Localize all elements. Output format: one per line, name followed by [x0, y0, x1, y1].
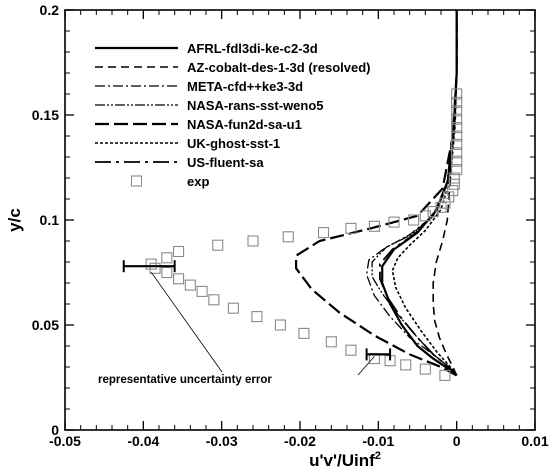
- exp-marker: [451, 96, 463, 108]
- x-tick-label: -0.05: [49, 433, 81, 449]
- y-tick-label: 0.05: [32, 317, 59, 333]
- exp-marker: [212, 239, 224, 251]
- x-tick-label: 0.01: [521, 433, 548, 449]
- exp-marker: [184, 279, 196, 291]
- exp-marker: [208, 294, 220, 306]
- exp-marker: [451, 138, 463, 150]
- series-line-5: [295, 10, 458, 377]
- exp-marker: [451, 88, 463, 100]
- exp-marker: [388, 216, 400, 228]
- annotation-group: representative uncertainty error: [98, 260, 392, 386]
- exp-marker: [317, 227, 330, 239]
- exp-marker: [274, 319, 286, 331]
- exp-marker: [247, 235, 259, 247]
- x-tick-label: -0.04: [127, 433, 159, 449]
- y-tick-label: 0.2: [40, 2, 60, 18]
- exp-marker: [447, 185, 459, 197]
- legend: AFRL-fdl3di-ke-c2-3d AZ-cobalt-des-1-3d (…: [95, 41, 370, 189]
- legend-label: NASA-rans-sst-weno5: [187, 98, 324, 113]
- y-tick-label: 0.15: [32, 107, 59, 123]
- exp-marker: [443, 191, 455, 203]
- annotation-text: representative uncertainty error: [98, 374, 272, 386]
- x-tick-label: -0.02: [284, 433, 316, 449]
- y-tick-label: 0: [51, 422, 59, 438]
- exp-marker: [408, 214, 420, 226]
- exp-marker: [419, 363, 431, 375]
- exp-marker: [161, 266, 173, 279]
- exp-marker: [451, 105, 463, 117]
- series-line-6: [391, 10, 458, 376]
- exp-marker: [173, 245, 185, 258]
- x-tick-label: -0.01: [362, 433, 394, 449]
- series-line-7: [379, 10, 458, 377]
- exp-marker: [251, 311, 263, 323]
- exp-marker: [227, 302, 239, 314]
- exp-marker: [368, 220, 380, 232]
- exp-marker: [173, 273, 185, 285]
- legend-label: META-cfd++ke3-3d: [187, 79, 303, 94]
- y-axis-title: y/c: [5, 208, 24, 232]
- annotation-leader: [150, 271, 223, 373]
- exp-marker: [435, 201, 447, 213]
- legend-label: AZ-cobalt-des-1-3d (resolved): [187, 60, 370, 75]
- exp-marker: [451, 122, 463, 134]
- exp-marker: [439, 369, 451, 381]
- x-axis-title: u'v'/Uinf2: [309, 450, 381, 470]
- exp-marker: [325, 336, 337, 348]
- exp-marker: [427, 206, 439, 218]
- axis-ticks: -0.05 -0.04 -0.03 -0.02 -0.01 0 0.01 0 0.05 0.1 0.…: [32, 2, 549, 449]
- exp-marker: [448, 172, 460, 184]
- legend-label: AFRL-fdl3di-ke-c2-3d: [187, 41, 318, 56]
- exp-marker: [282, 231, 294, 243]
- exp-marker: [451, 155, 463, 167]
- exp-marker: [451, 130, 463, 142]
- exp-marker: [419, 210, 431, 222]
- exp-marker: [451, 147, 463, 159]
- legend-label: NASA-fun2d-sa-u1: [187, 117, 302, 132]
- exp-marker: [451, 164, 463, 176]
- exp-marker: [451, 113, 463, 125]
- exp-marker: [439, 197, 451, 209]
- legend-label: UK-ghost-sst-1: [187, 136, 280, 151]
- exp-marker: [345, 222, 357, 234]
- series-line-3: [365, 10, 458, 376]
- y-tick-label: 0.1: [40, 212, 60, 228]
- exp-marker: [161, 252, 173, 264]
- legend-swatch-exp: [130, 175, 143, 187]
- exp-marker: [345, 344, 357, 356]
- exp-marker: [149, 262, 161, 274]
- legend-label: US-fluent-sa: [187, 155, 264, 170]
- series-line-2: [432, 10, 458, 376]
- exp-marker: [448, 178, 460, 190]
- exp-marker: [196, 285, 208, 297]
- annotation-leader: [357, 356, 375, 376]
- x-tick-label: -0.03: [206, 433, 238, 449]
- x-tick-label: 0: [453, 433, 461, 449]
- legend-label: exp: [187, 174, 209, 189]
- exp-marker: [298, 327, 310, 339]
- exp-marker: [145, 258, 157, 270]
- exp-marker: [400, 359, 412, 371]
